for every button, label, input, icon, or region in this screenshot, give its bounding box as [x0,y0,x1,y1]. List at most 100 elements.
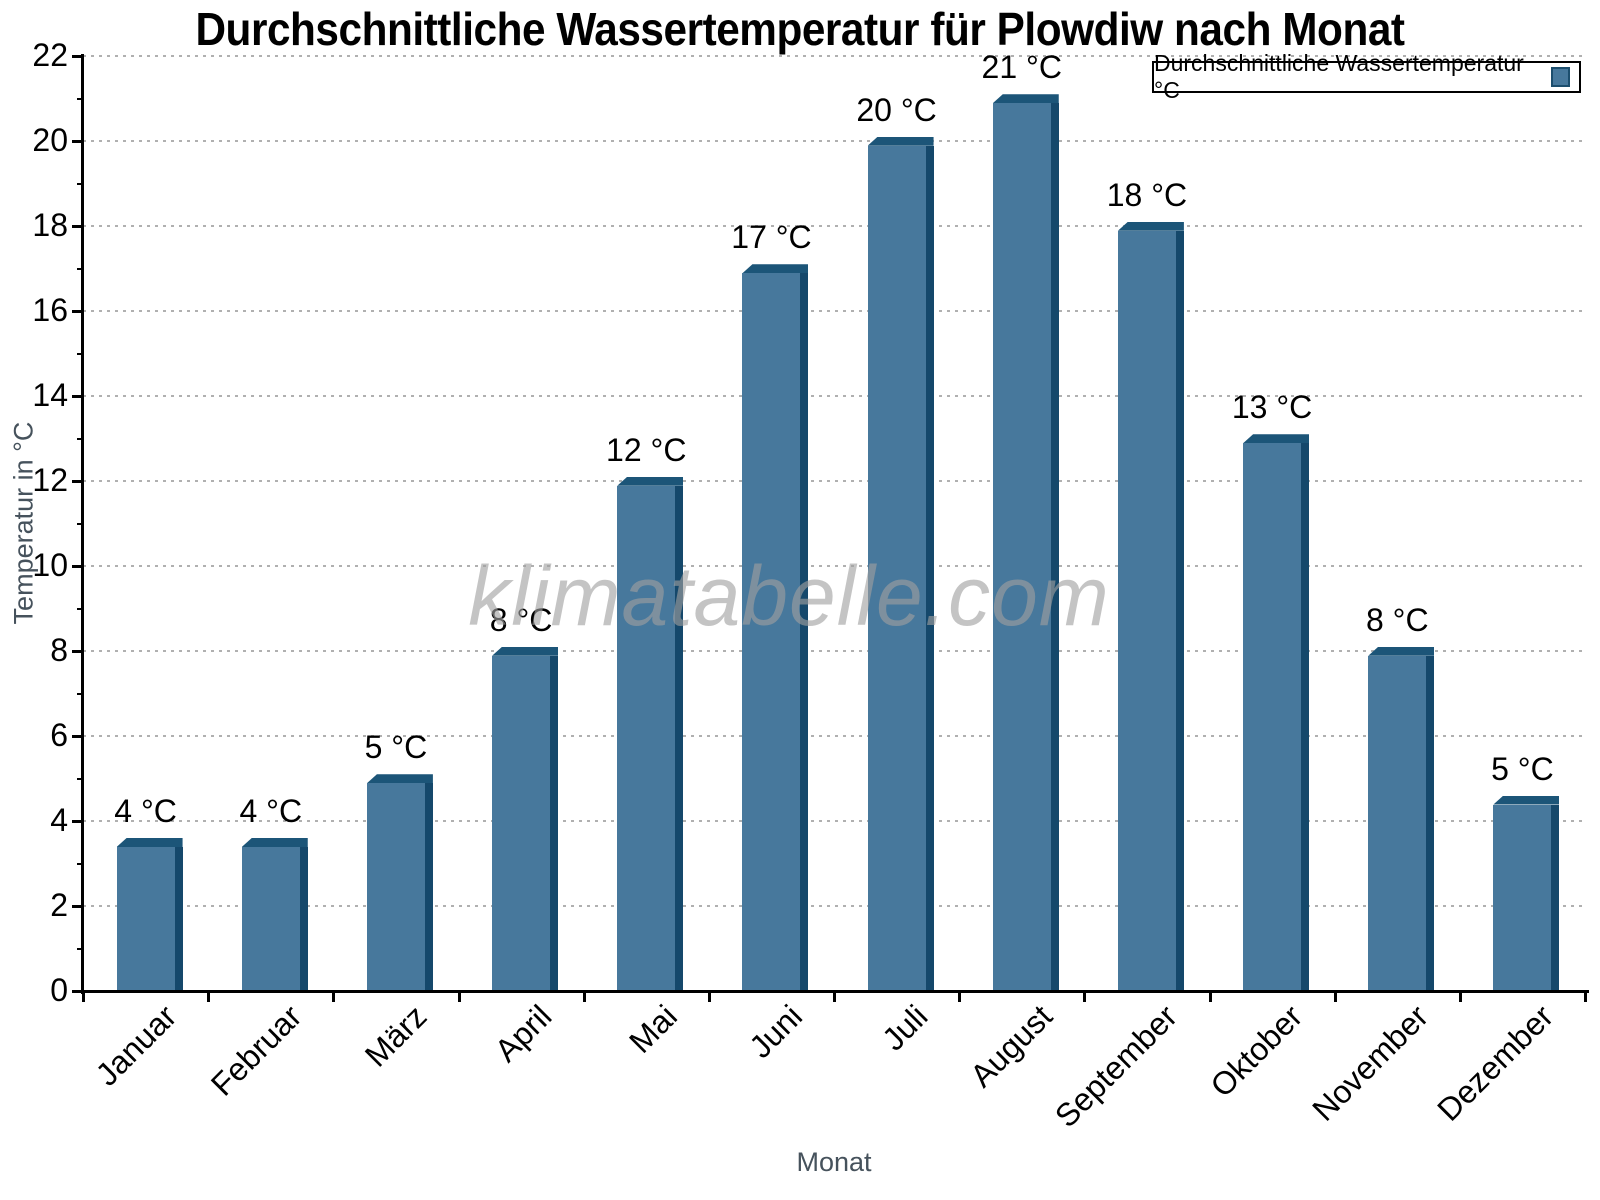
bar [742,264,809,991]
bar [366,774,433,991]
y-tick-label: 8 [50,632,68,668]
x-category-label: Juni [741,998,809,1065]
bar-cap [1117,221,1184,231]
x-tick [207,991,211,1002]
gridline [83,395,1585,397]
x-category-label: April [487,998,559,1069]
y-tick-label: 4 [50,802,68,838]
bar-value-label: 8 °C [1365,601,1429,638]
bar-side [1551,804,1560,991]
gridline [83,565,1585,567]
gridline [83,735,1585,737]
bar-face [116,847,175,991]
x-category-label: März [357,998,434,1074]
gridline [83,905,1585,907]
x-category-label: September [1048,998,1185,1135]
bar-cap [617,476,684,486]
bar-face [366,783,425,991]
gridline [83,140,1585,142]
bar [492,646,559,991]
gridline [83,225,1585,227]
chart-title: Durchschnittliche Wassertemperatur für P… [195,3,1405,55]
y-tick [72,990,83,993]
x-tick [833,991,836,1002]
bar-cap [1243,434,1310,444]
y-tick-label: 2 [50,887,68,923]
bar-side [1301,443,1310,991]
y-tick [72,310,83,313]
bar-side [925,145,934,991]
x-category-label: Februar [203,998,309,1103]
y-minor-tick [77,607,83,610]
bar-face [492,655,551,991]
y-minor-tick [77,692,83,695]
bar-value-label: 20 °C [856,91,937,128]
x-tick [707,991,711,1002]
y-tick-label: 14 [32,377,68,413]
bar-side [1426,655,1435,991]
bar-value-label: 4 °C [239,793,303,829]
bar-face [241,847,300,991]
bar-cap [992,94,1059,104]
x-tick [1208,991,1212,1002]
bar [1243,434,1310,991]
bar-side [800,273,809,991]
x-tick [958,991,962,1002]
y-tick [72,905,83,908]
gridline [83,820,1585,822]
x-axis-title: Monat [796,1147,872,1177]
x-tick [1458,991,1462,1002]
y-minor-tick [77,97,83,100]
x-tick [1584,991,1587,1002]
bar-face [992,103,1051,991]
bar [241,838,308,991]
y-tick-label: 22 [32,37,68,73]
y-tick-label: 16 [32,292,68,328]
bar-value-label: 12 °C [606,431,687,468]
bar-cap [492,646,559,656]
y-tick [72,650,83,653]
bar-side [424,783,433,991]
bar-value-label: 5 °C [364,729,428,766]
y-minor-tick [77,267,83,270]
bar [1368,646,1435,991]
gridline [83,310,1585,312]
bar [116,838,183,991]
x-tick [457,991,461,1002]
bar-cap [116,838,183,847]
x-category-label: Januar [88,998,184,1093]
gridline [83,650,1585,652]
legend: Durchschnittliche Wassertemperatur °C [1152,50,1581,103]
y-tick-label: 20 [32,122,68,158]
y-tick [72,55,83,58]
y-minor-tick [77,947,83,950]
bar [617,476,684,991]
y-tick-label: 10 [32,547,68,583]
y-tick [72,140,83,143]
bar-value-label: 13 °C [1231,389,1313,426]
x-category-label: Oktober [1203,998,1310,1104]
bar-cap [867,136,934,146]
bar-value-label: 17 °C [731,219,812,256]
bar-cap [1493,795,1560,805]
x-tick [1083,991,1087,1002]
x-category-label: August [963,998,1060,1094]
y-tick [72,735,83,738]
x-tick [1333,991,1337,1002]
bar-side [1050,103,1059,991]
bar [992,94,1059,991]
y-minor-tick [77,522,83,525]
x-category-label: November [1304,998,1435,1128]
bar-value-label: 8 °C [489,601,553,638]
y-minor-tick [77,182,83,185]
bar [1493,795,1560,991]
bar-face [742,273,801,991]
y-minor-tick [77,862,83,865]
bar-cap [241,838,308,847]
y-axis-title: Temperatur in °C [8,421,39,625]
y-tick-label: 0 [50,972,68,1008]
x-category-label: Mai [621,998,684,1060]
y-minor-tick [77,437,83,440]
y-tick [72,480,83,483]
